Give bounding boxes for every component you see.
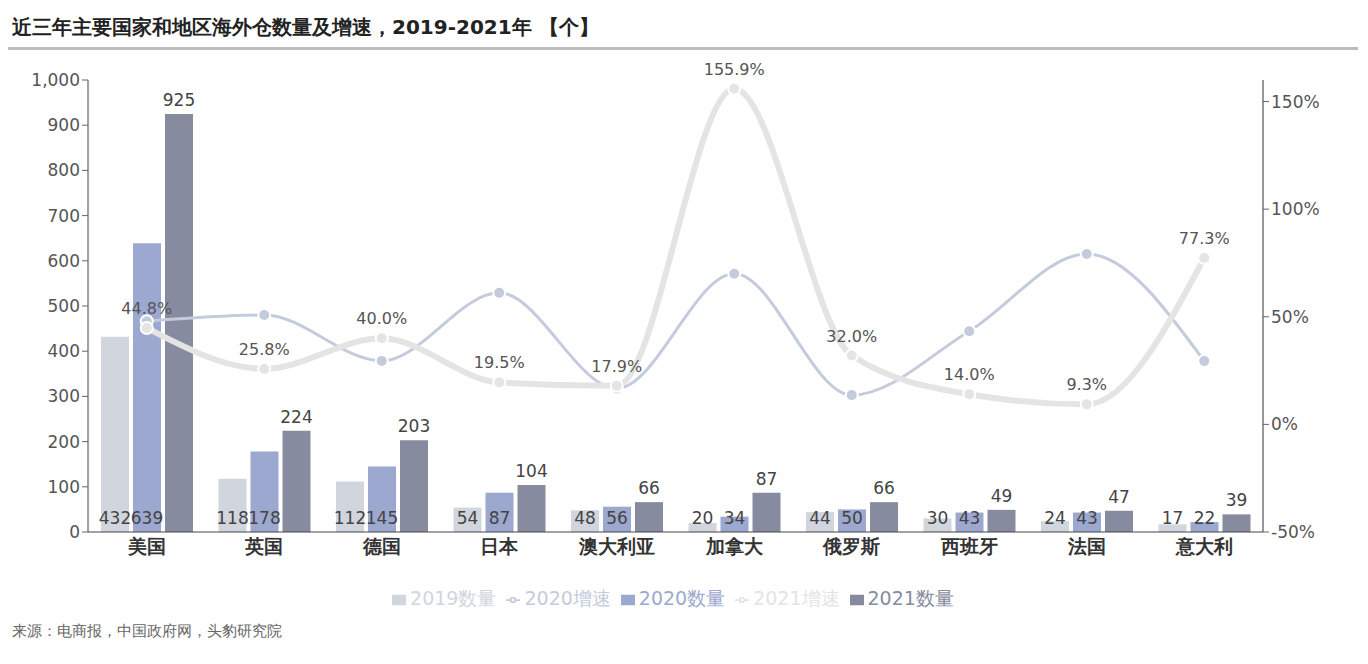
svg-text:24: 24 xyxy=(1044,508,1066,528)
svg-text:118: 118 xyxy=(216,508,248,528)
svg-text:20: 20 xyxy=(692,508,714,528)
svg-text:145: 145 xyxy=(366,508,398,528)
svg-text:俄罗斯: 俄罗斯 xyxy=(822,535,880,557)
svg-text:639: 639 xyxy=(131,508,163,528)
svg-text:155.9%: 155.9% xyxy=(704,60,765,79)
svg-text:40.0%: 40.0% xyxy=(356,309,407,328)
svg-text:77.3%: 77.3% xyxy=(1179,229,1230,248)
svg-text:66: 66 xyxy=(873,478,895,498)
svg-text:87: 87 xyxy=(756,469,778,489)
svg-text:德国: 德国 xyxy=(362,535,401,557)
svg-text:17.9%: 17.9% xyxy=(591,357,642,376)
svg-text:1,000: 1,000 xyxy=(31,70,80,90)
svg-text:54: 54 xyxy=(457,508,479,528)
svg-text:112: 112 xyxy=(334,508,366,528)
svg-text:203: 203 xyxy=(398,416,430,436)
svg-text:48: 48 xyxy=(574,508,596,528)
svg-text:法国: 法国 xyxy=(1067,535,1106,557)
svg-text:700: 700 xyxy=(48,206,80,226)
svg-text:14.0%: 14.0% xyxy=(944,365,995,384)
svg-text:200: 200 xyxy=(48,432,80,452)
svg-text:西班牙: 西班牙 xyxy=(940,535,998,557)
svg-text:178: 178 xyxy=(248,508,280,528)
html-text:2020增速: 2020增速 xyxy=(524,587,611,609)
svg-text:25.8%: 25.8% xyxy=(239,340,290,359)
svg-text:39: 39 xyxy=(1226,490,1248,510)
svg-text:加拿大: 加拿大 xyxy=(705,535,764,557)
svg-text:0: 0 xyxy=(69,522,80,542)
html-text:2021数量: 2021数量 xyxy=(867,587,954,609)
svg-text:50: 50 xyxy=(841,508,863,528)
html-text:来源：电商报，中国政府网，头豹研究院: 来源：电商报，中国政府网，头豹研究院 xyxy=(12,622,282,640)
svg-text:44.8%: 44.8% xyxy=(121,299,172,318)
svg-text:925: 925 xyxy=(163,90,195,110)
svg-text:300: 300 xyxy=(48,386,80,406)
svg-text:87: 87 xyxy=(489,508,511,528)
svg-text:34: 34 xyxy=(724,508,746,528)
svg-text:0%: 0% xyxy=(1271,414,1298,434)
svg-text:17: 17 xyxy=(1162,508,1184,528)
svg-text:43: 43 xyxy=(1076,508,1098,528)
svg-text:432: 432 xyxy=(99,508,131,528)
svg-text:47: 47 xyxy=(1108,487,1130,507)
svg-text:32.0%: 32.0% xyxy=(826,327,877,346)
svg-text:500: 500 xyxy=(48,296,80,316)
svg-text:美国: 美国 xyxy=(127,535,166,557)
svg-text:400: 400 xyxy=(48,341,80,361)
svg-text:30: 30 xyxy=(927,508,949,528)
html-text:近三年主要国家和地区海外仓数量及增速，2019-2021年: 近三年主要国家和地区海外仓数量及增速，2019-2021年 【个】 xyxy=(12,15,599,39)
svg-text:800: 800 xyxy=(48,160,80,180)
html-text:2020数量: 2020数量 xyxy=(638,587,726,609)
svg-text:日本: 日本 xyxy=(480,535,519,557)
svg-text:澳大利亚: 澳大利亚 xyxy=(578,535,655,557)
svg-text:50%: 50% xyxy=(1271,307,1309,327)
svg-text:22: 22 xyxy=(1194,508,1216,528)
svg-text:43: 43 xyxy=(959,508,981,528)
svg-text:150%: 150% xyxy=(1271,92,1320,112)
svg-text:意大利: 意大利 xyxy=(1175,535,1233,557)
svg-text:19.5%: 19.5% xyxy=(474,353,525,372)
svg-text:900: 900 xyxy=(48,115,80,135)
svg-text:224: 224 xyxy=(280,407,312,427)
svg-text:英国: 英国 xyxy=(244,535,283,557)
svg-text:104: 104 xyxy=(515,461,547,481)
svg-text:-50%: -50% xyxy=(1271,522,1315,542)
svg-text:600: 600 xyxy=(48,251,80,271)
html-text:2019数量: 2019数量 xyxy=(410,587,497,609)
svg-text:9.3%: 9.3% xyxy=(1066,375,1107,394)
svg-text:100%: 100% xyxy=(1271,199,1320,219)
html-text:2021增速: 2021增速 xyxy=(753,587,840,609)
svg-text:66: 66 xyxy=(638,478,660,498)
svg-text:49: 49 xyxy=(991,486,1013,506)
svg-text:100: 100 xyxy=(48,477,80,497)
svg-text:56: 56 xyxy=(606,508,628,528)
svg-text:44: 44 xyxy=(809,508,831,528)
